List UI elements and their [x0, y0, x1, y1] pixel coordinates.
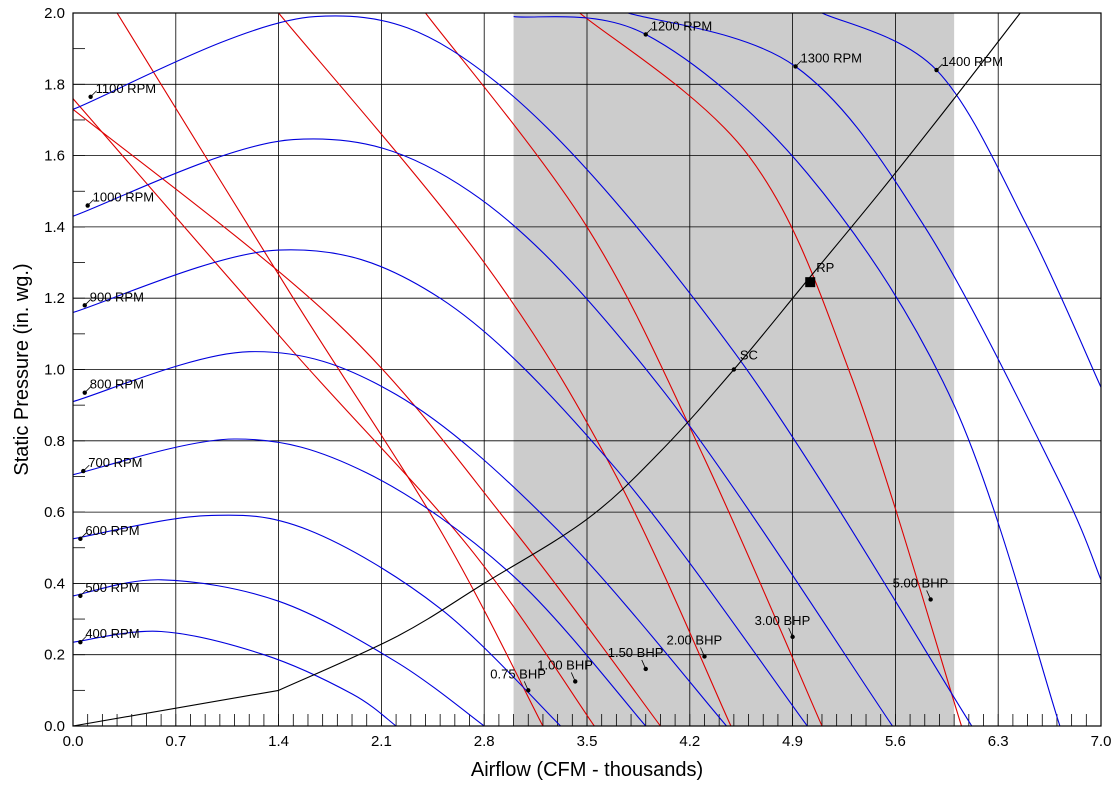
annotations: 400 RPM 500 RPM 600 RPM 700 RPM 800 RPM 900 R…	[78, 18, 1003, 693]
bhp-curve-1-50-bhp	[73, 108, 661, 726]
rpm-curve-700-rpm	[73, 438, 647, 726]
x-tick-label: 2.1	[371, 733, 392, 750]
rp-label: RP	[816, 260, 834, 275]
rpm-curve-1100-rpm	[73, 15, 973, 726]
x-tick-label: 4.2	[679, 733, 700, 750]
y-tick-label: 0.8	[44, 433, 65, 450]
rpm-400-rpm-label: 400 RPM	[85, 626, 139, 641]
y-tick-labels: 0.0 0.2 0.4 0.6 0.8 1.0 1.2 1.4 1.6 1.8 2.0	[44, 5, 65, 735]
bhp-curve-0-75-bhp	[116, 13, 544, 726]
x-tick-label: 5.6	[885, 733, 906, 750]
x-tick-label: 3.5	[577, 733, 598, 750]
rpm-600-rpm-leader	[80, 532, 87, 540]
bhp-curves	[73, 13, 963, 726]
bhp-0-75-bhp-leader	[523, 681, 529, 691]
rp-marker	[805, 277, 816, 288]
bhp-0-75-bhp-label: 0.75 BHP	[490, 666, 546, 681]
rpm-400-rpm-leader	[80, 635, 87, 643]
bhp-curve-2-00-bhp	[278, 13, 732, 726]
y-tick-label: 1.6	[44, 148, 65, 165]
y-tick-label: 1.8	[44, 76, 65, 93]
x-axis-title: Airflow (CFM - thousands)	[471, 759, 703, 781]
bhp-1-00-bhp-label: 1.00 BHP	[537, 657, 593, 672]
bhp-1-50-bhp-label: 1.50 BHP	[608, 645, 664, 660]
rpm-700-rpm-label: 700 RPM	[88, 455, 142, 470]
bhp-1-50-bhp-leader	[641, 659, 647, 670]
rpm-1200-rpm-label: 1200 RPM	[651, 18, 712, 33]
rpm-600-rpm-label: 600 RPM	[85, 523, 139, 538]
system-curve-group	[72, 13, 1021, 727]
rpm-1100-rpm-label: 1100 RPM	[96, 81, 156, 96]
rpm-curve-500-rpm	[73, 579, 485, 726]
rpm-1200-rpm-leader	[645, 28, 653, 35]
rpm-1300-rpm-leader	[795, 60, 802, 67]
bhp-3-00-bhp-leader	[788, 627, 793, 638]
rpm-1100-rpm-leader	[90, 90, 97, 98]
y-tick-label: 1.0	[44, 362, 65, 379]
y-tick-label: 0.6	[44, 504, 65, 521]
plot-frame	[72, 12, 1102, 727]
rpm-curve-600-rpm	[73, 514, 561, 726]
rpm-curve-1200-rpm	[513, 16, 1061, 726]
rpm-900-rpm-label: 900 RPM	[90, 289, 144, 304]
bhp-5-00-bhp-leader	[926, 590, 932, 600]
bhp-curve-5-00-bhp	[579, 13, 963, 726]
x-tick-labels: 0.0 0.7 1.4 2.1 2.8 3.5 4.2 4.9 5.6 6.3 7.0	[63, 733, 1112, 750]
x-tick-label: 6.3	[988, 733, 1009, 750]
rpm-curve-400-rpm	[73, 630, 397, 726]
bhp-curve-1-00-bhp	[73, 98, 595, 726]
rpm-500-rpm-label: 500 RPM	[85, 580, 139, 595]
sc-marker	[731, 367, 737, 372]
x-tick-label: 0.7	[165, 733, 186, 750]
rpm-1400-rpm-label: 1400 RPM	[942, 54, 1003, 69]
rpm-900-rpm-leader	[84, 299, 92, 306]
y-axis-title: Static Pressure (in. wg.)	[11, 263, 33, 475]
bhp-2-00-bhp-leader	[700, 647, 705, 657]
y-tick-label: 1.4	[44, 219, 65, 236]
rpm-700-rpm-leader	[82, 464, 90, 472]
rpm-curve-1400-rpm	[821, 13, 1101, 388]
system-curve-low	[72, 689, 279, 727]
y-tick-label: 0.0	[44, 718, 65, 735]
bhp-1-00-bhp-leader	[570, 672, 576, 682]
system-curve	[278, 13, 1021, 691]
rpm-curve-800-rpm	[73, 351, 727, 726]
rpm-1300-rpm-label: 1300 RPM	[801, 50, 862, 65]
rpm-800-rpm-label: 800 RPM	[90, 377, 144, 392]
rpm-curves	[73, 13, 1101, 726]
bhp-5-00-bhp-label: 5.00 BHP	[893, 575, 949, 590]
x-tick-label: 0.0	[63, 733, 84, 750]
x-tick-label: 1.4	[268, 733, 289, 750]
rpm-500-rpm-leader	[80, 589, 87, 597]
x-tick-label: 7.0	[1091, 733, 1112, 750]
y-tick-label: 1.2	[44, 290, 65, 307]
y-tick-label: 2.0	[44, 5, 65, 22]
rpm-1000-rpm-label: 1000 RPM	[93, 190, 154, 205]
x-tick-label: 2.8	[474, 733, 495, 750]
sc-label: SC	[740, 348, 758, 363]
rpm-800-rpm-leader	[84, 386, 92, 393]
bhp-3-00-bhp-label: 3.00 BHP	[755, 613, 811, 628]
rpm-1000-rpm-leader	[87, 199, 94, 206]
rpm-1400-rpm-leader	[936, 63, 943, 71]
rpm-curve-1000-rpm	[73, 138, 893, 726]
rpm-curve-900-rpm	[73, 249, 808, 726]
y-tick-label: 0.2	[44, 647, 65, 664]
rpm-curve-1300-rpm	[627, 13, 1101, 581]
y-tick-label: 0.4	[44, 575, 65, 592]
bhp-curve-3-00-bhp	[425, 13, 823, 726]
x-tick-label: 4.9	[782, 733, 803, 750]
bhp-2-00-bhp-label: 2.00 BHP	[666, 632, 722, 647]
